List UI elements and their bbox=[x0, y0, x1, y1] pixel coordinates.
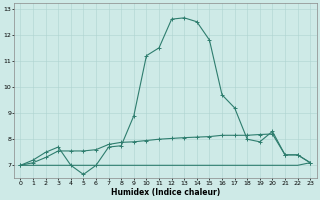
X-axis label: Humidex (Indice chaleur): Humidex (Indice chaleur) bbox=[111, 188, 220, 197]
